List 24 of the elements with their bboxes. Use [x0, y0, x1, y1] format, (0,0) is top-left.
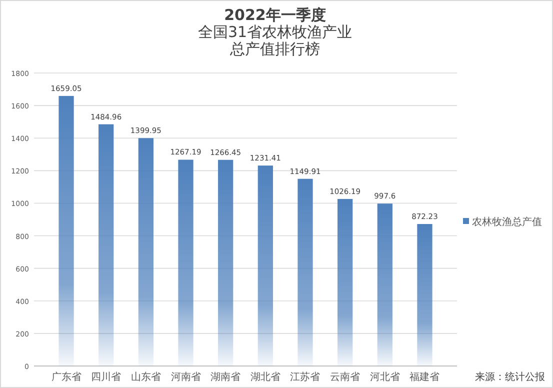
bar — [98, 124, 114, 366]
x-tick-label: 河南省 — [170, 371, 201, 383]
x-tick-label: 河北省 — [370, 371, 400, 383]
x-tick-label: 江苏省 — [290, 371, 320, 383]
bar — [58, 96, 74, 366]
x-tick-label: 湖北省 — [250, 371, 280, 383]
chart-title: 2022年一季度 — [224, 6, 326, 24]
legend-label: 农林牧渔总产值 — [472, 216, 542, 228]
x-tick-label: 四川省 — [91, 371, 122, 383]
x-tick-label: 福建省 — [410, 371, 440, 383]
x-tick-label: 广东省 — [51, 371, 82, 383]
bar — [338, 198, 353, 366]
source-note: 来源：统计公报 — [475, 371, 545, 383]
bar — [417, 224, 432, 366]
bar — [218, 160, 234, 366]
x-tick-label: 云南省 — [330, 371, 360, 383]
bar — [298, 178, 313, 366]
chart-subtitle: 全国31省农林牧渔产业总产值排行榜 — [198, 23, 352, 58]
bar — [178, 160, 194, 366]
x-tick-label: 湖南省 — [210, 371, 241, 383]
bar — [258, 166, 273, 366]
bar — [377, 204, 392, 366]
x-tick-label: 山东省 — [130, 371, 161, 383]
bar — [138, 138, 154, 366]
